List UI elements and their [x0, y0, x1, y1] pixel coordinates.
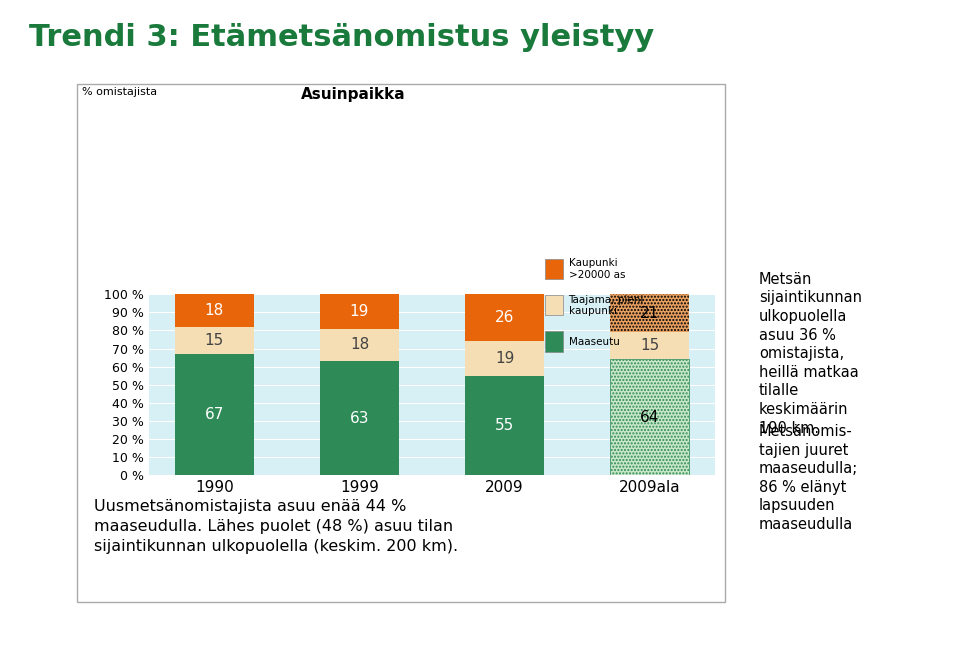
Text: 67: 67	[204, 407, 224, 422]
Bar	[320, 361, 399, 475]
Text: Uusmetsänomistajista asuu enää 44 %
maaseudulla. Lähes puolet (48 %) asuu tilan
: Uusmetsänomistajista asuu enää 44 % maas…	[94, 498, 459, 555]
Text: 18: 18	[349, 337, 369, 353]
Bar	[545, 332, 563, 352]
Text: 64: 64	[640, 409, 660, 425]
Bar	[610, 359, 689, 475]
Bar	[175, 354, 254, 475]
Bar	[610, 294, 689, 332]
Text: 19: 19	[349, 304, 370, 319]
Bar	[465, 294, 544, 341]
Bar	[610, 332, 689, 359]
Bar	[175, 294, 254, 327]
Text: 15: 15	[640, 339, 660, 353]
Text: Taajama, pieni
kaupunki: Taajama, pieni kaupunki	[568, 294, 644, 316]
Bar	[545, 296, 563, 315]
Text: METLA: METLA	[828, 638, 900, 657]
Text: 63: 63	[349, 411, 370, 425]
Text: Kaupunki
>20000 as: Kaupunki >20000 as	[568, 258, 625, 280]
Text: Harri Hänninen: Harri Hänninen	[38, 641, 132, 654]
Text: Trendi 3: Etämetsänomistus yleistyy: Trendi 3: Etämetsänomistus yleistyy	[29, 23, 654, 52]
Text: 15: 15	[204, 333, 224, 348]
Text: Metsänomis-
tajien juuret
maaseudulla;
86 % elänyt
lapsuuden
maaseudulla: Metsänomis- tajien juuret maaseudulla; 8…	[758, 424, 858, 532]
Text: % omistajista: % omistajista	[82, 87, 156, 97]
Text: Asuinpaikka: Asuinpaikka	[300, 87, 405, 102]
Text: 18: 18	[204, 303, 224, 318]
Text: Maaseutu: Maaseutu	[568, 337, 619, 347]
Text: 26: 26	[494, 310, 515, 325]
Bar	[545, 259, 563, 280]
Bar	[465, 376, 544, 475]
Bar	[320, 328, 399, 361]
Text: 19: 19	[494, 351, 515, 366]
Bar	[465, 341, 544, 376]
Bar	[175, 327, 254, 354]
Text: 21: 21	[640, 306, 660, 321]
Text: 55: 55	[495, 418, 515, 433]
Text: Metsän
sijaintikunnan
ulkopuolella
asuu 36 %
omistajista,
heillä matkaa
tilalle
: Metsän sijaintikunnan ulkopuolella asuu …	[758, 272, 862, 436]
Text: 5: 5	[476, 641, 484, 654]
Bar	[320, 294, 399, 328]
